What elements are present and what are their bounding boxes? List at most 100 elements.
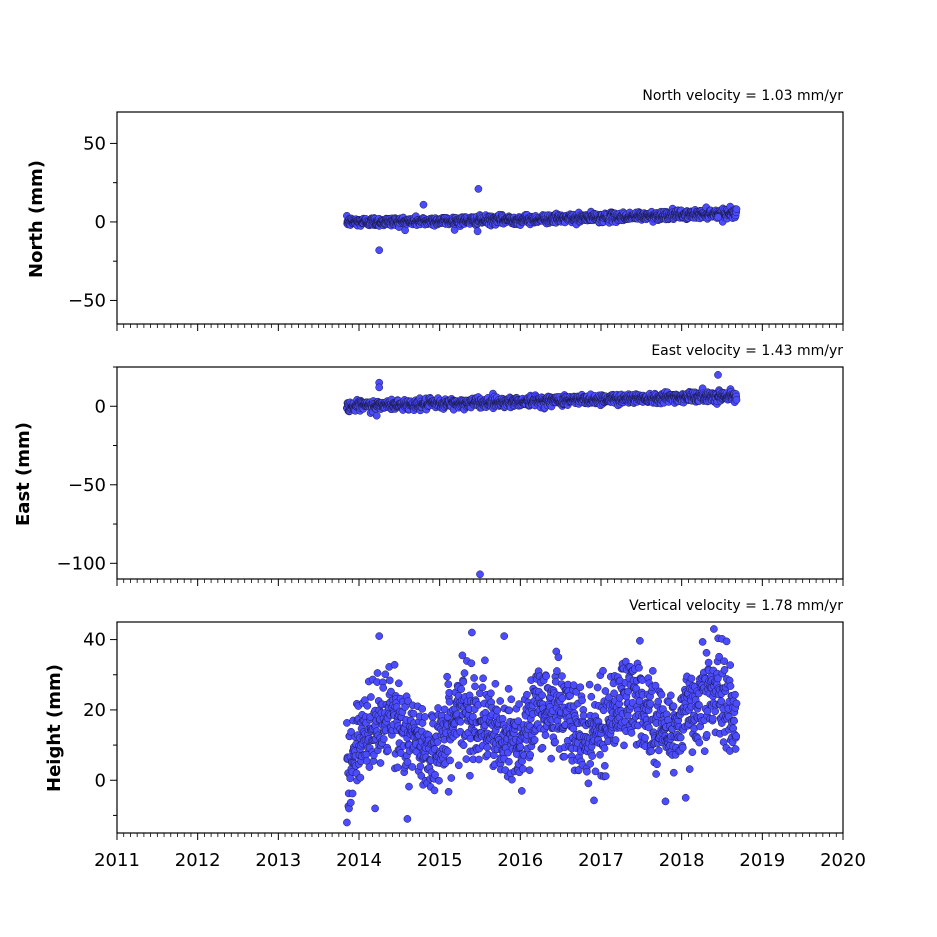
data-point [715,652,723,661]
data-point [390,660,399,669]
y-tick-label: 0 [95,770,106,791]
data-point [444,680,453,689]
x-tick-label: 2015 [417,850,463,871]
data-point [732,699,741,708]
outlier-point [714,371,722,379]
data-point [627,729,636,737]
data-point [444,787,453,796]
data-point [700,747,709,756]
data-point [467,659,476,668]
data-point [487,689,495,698]
data-point [636,636,644,645]
data-point [553,667,561,675]
data-point [569,681,578,689]
data-point [676,733,685,742]
north-velocity-label: North velocity = 1.03 mm/yr [642,88,843,104]
data-point [538,743,547,752]
data-point [373,669,382,677]
data-point [481,656,489,665]
data-point [583,767,591,776]
data-point [459,678,468,686]
y-tick-label: −100 [57,553,106,574]
data-point [394,679,403,688]
data-point [722,637,731,646]
data-point [508,775,516,784]
data-point [645,723,653,732]
data-point [605,693,613,702]
data-point [525,766,534,775]
data-point [433,738,442,746]
data-point [384,746,392,755]
data-point [466,771,474,780]
data-point [647,747,656,755]
height-panel: Vertical velocity = 1.78 mm/yr Height (m… [44,598,866,871]
data-point [590,796,598,805]
data-point [635,663,643,672]
data-point [654,746,663,755]
height-axis-title: Height (mm) [44,664,65,792]
data-point [526,751,535,759]
data-point [346,798,355,807]
data-point [430,786,439,795]
data-point [732,732,741,740]
outlier-point [681,793,690,802]
data-point [666,691,675,700]
data-point [431,770,439,779]
data-point [517,787,526,795]
data-point [379,735,388,743]
y-tick-label: 0 [95,396,106,417]
data-point [584,779,593,788]
data-point [579,711,588,720]
y-tick-label: −50 [68,475,106,496]
data-point [403,758,412,766]
data-point [515,700,523,708]
data-point [576,683,585,692]
data-point [714,674,722,683]
data-point [669,768,678,777]
data-point [505,706,514,715]
data-point [348,789,357,798]
data-point [669,702,678,711]
data-point [470,674,478,682]
data-point [376,759,385,767]
north-panel: North velocity = 1.03 mm/yr North (mm) −… [26,88,844,331]
data-point [434,704,442,712]
outlier-point [714,213,722,222]
data-point [726,661,735,669]
data-point [409,709,418,718]
data-point [385,676,394,685]
data-point [491,679,500,688]
outlier-point [375,383,384,392]
x-tick-label: 2018 [659,850,705,871]
data-point [558,672,566,680]
data-point [551,738,559,746]
data-point [578,696,586,705]
data-point [469,712,477,721]
data-point [405,782,413,791]
data-point [393,763,402,772]
data-point [726,682,735,690]
data-point [653,760,661,769]
data-point [496,697,505,705]
data-point [421,713,429,721]
data-point [688,748,697,757]
outlier-point [372,411,381,420]
data-point [363,701,372,710]
outlier-point [371,804,379,813]
data-point [698,638,707,646]
outlier-point [710,625,718,633]
data-point [657,690,666,699]
data-point [620,741,628,750]
east-velocity-label: East velocity = 1.43 mm/yr [651,343,843,359]
data-point [731,690,739,699]
data-point [695,701,703,709]
data-point [600,761,609,770]
outlier-point [343,818,351,827]
data-point [731,745,740,753]
data-point [387,687,395,696]
data-point [504,684,513,693]
data-point [654,697,663,706]
y-tick-label: 40 [83,630,106,651]
data-point [416,762,425,771]
data-point [703,707,712,716]
